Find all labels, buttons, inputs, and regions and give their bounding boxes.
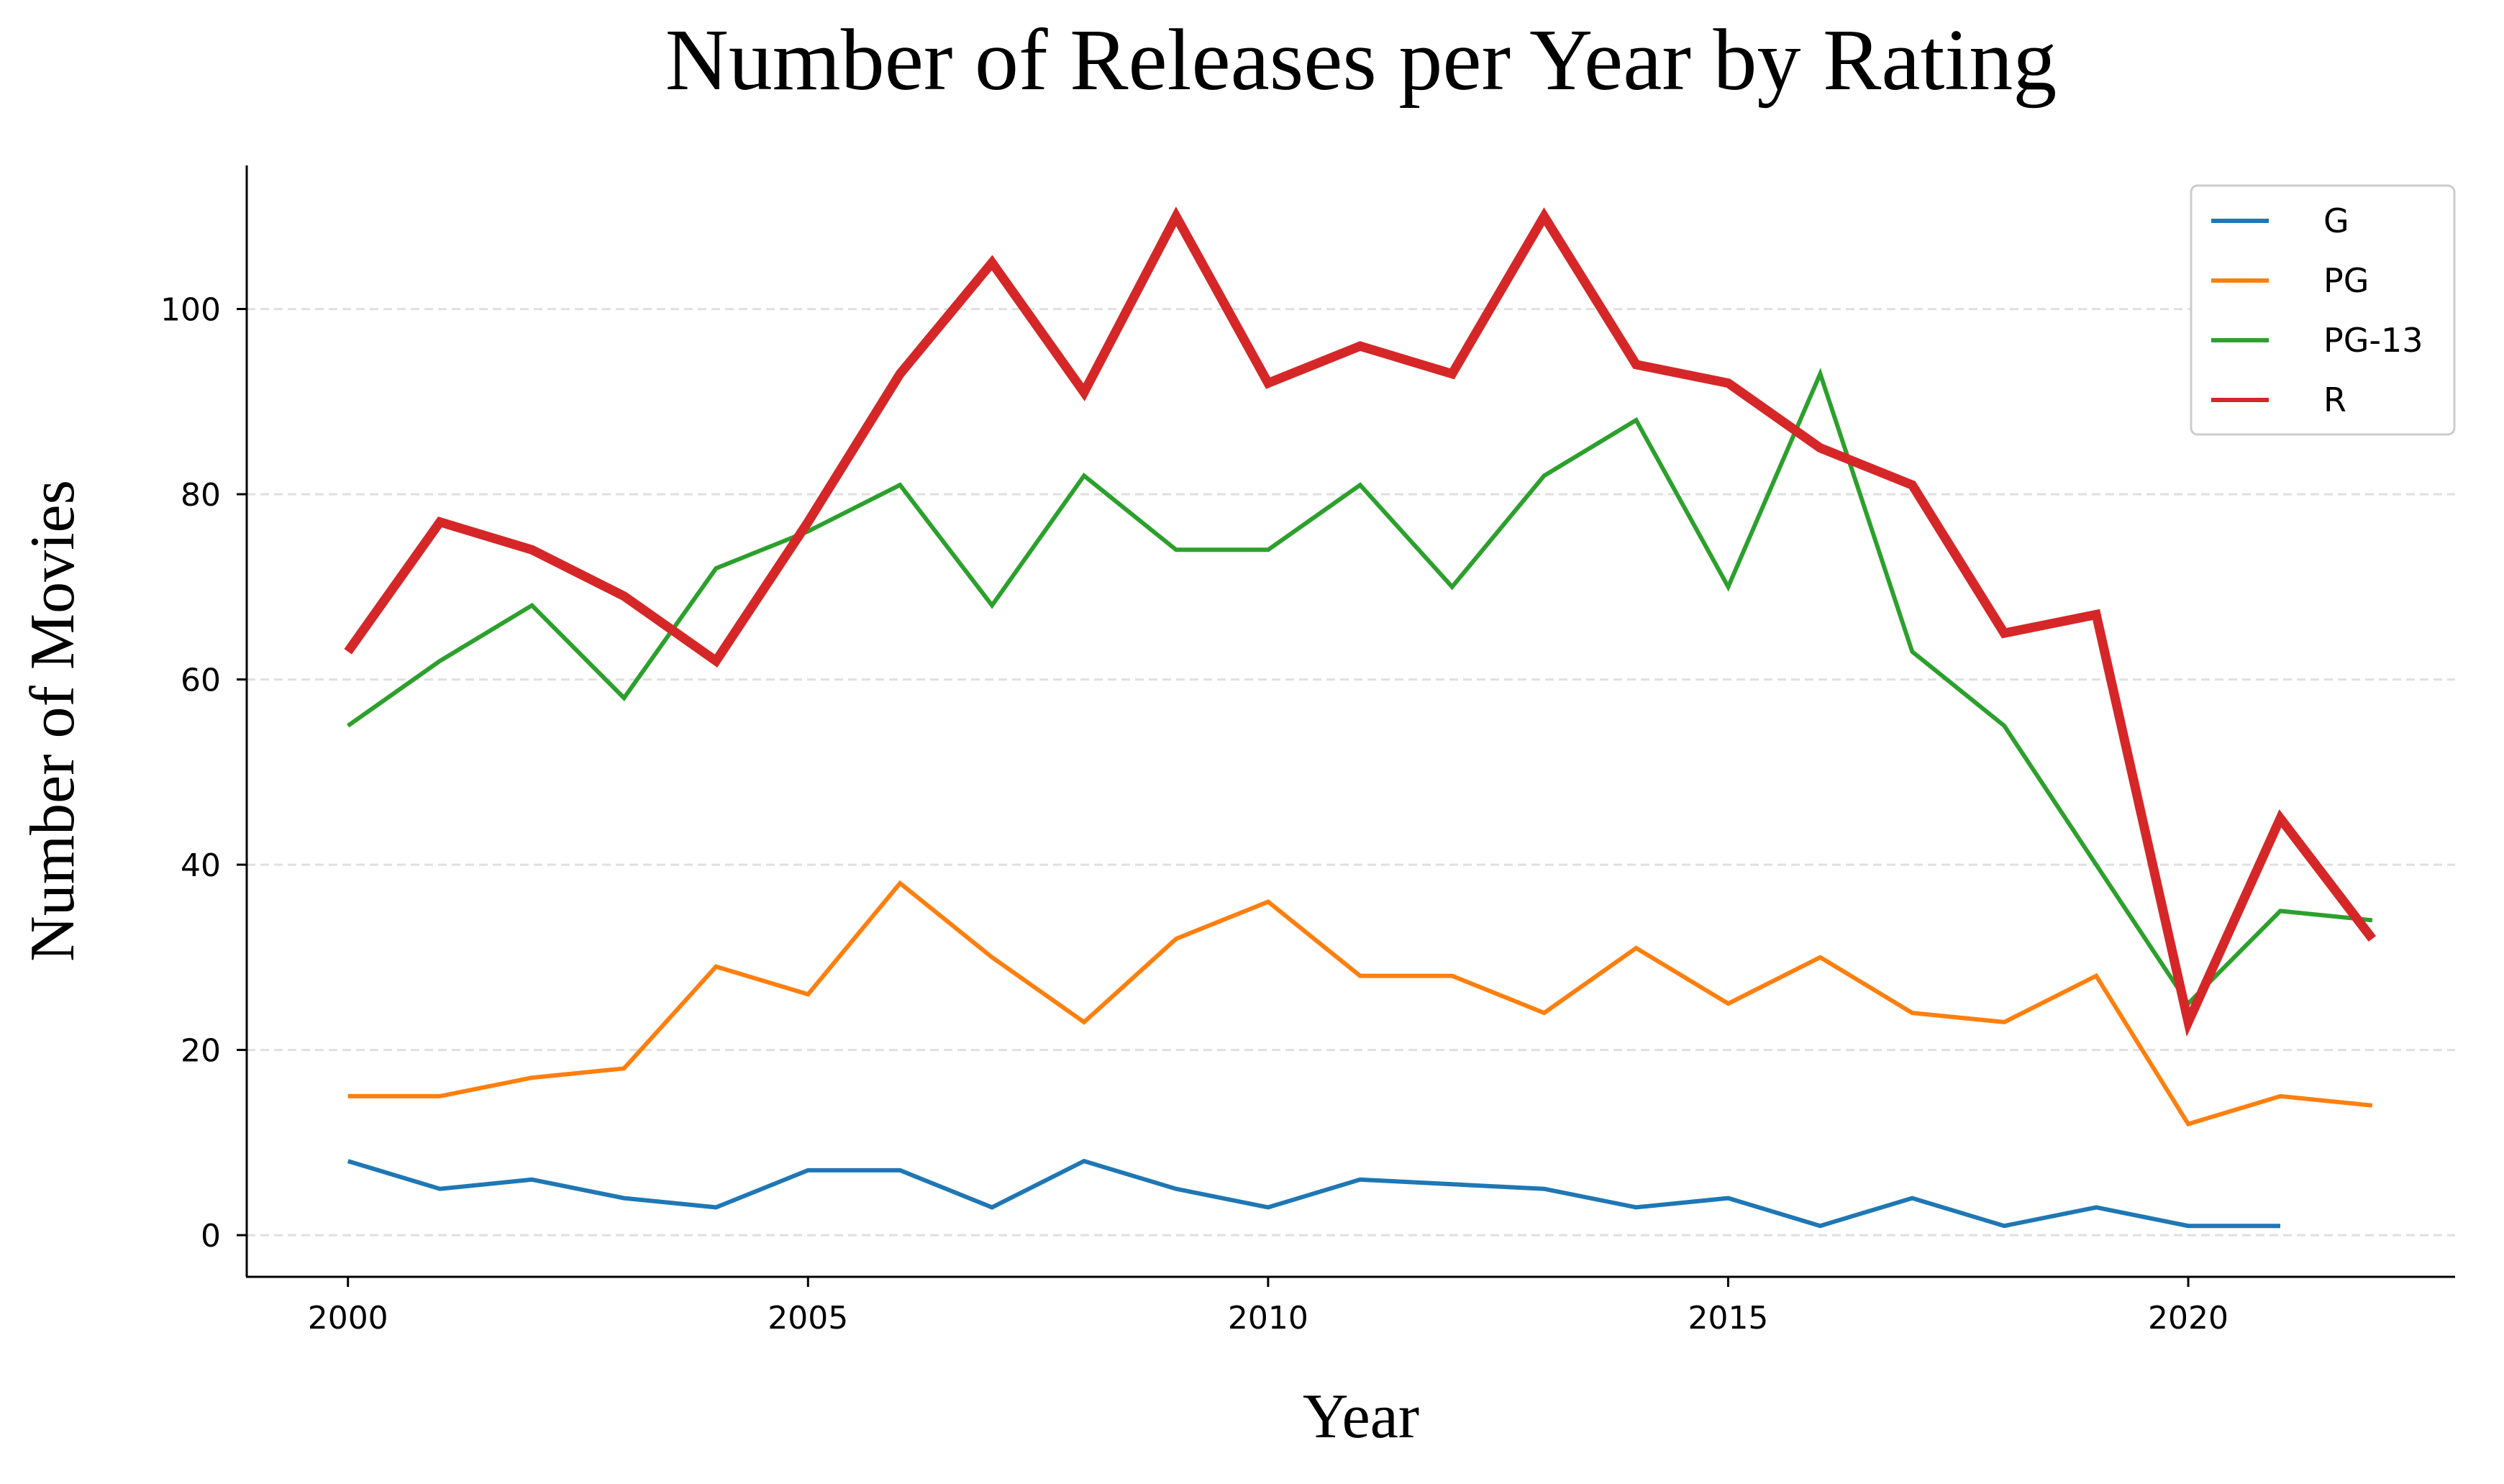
y-tick-label: 20 <box>181 1033 221 1070</box>
x-tick-label: 2015 <box>1688 1300 1768 1337</box>
y-tick-label: 60 <box>181 663 221 699</box>
y-tick-label: 80 <box>181 477 221 514</box>
legend-label: G <box>2323 201 2349 240</box>
legend-label: R <box>2323 381 2346 419</box>
series-lines <box>344 206 2377 1229</box>
legend-box <box>2190 184 2456 436</box>
series-line-r <box>344 206 2377 1037</box>
series-line-pg-13 <box>346 368 2373 1007</box>
series-line-pg <box>347 880 2373 1127</box>
legend-label: PG <box>2323 261 2369 300</box>
x-tick-label: 2005 <box>768 1300 848 1337</box>
x-tick-label: 2020 <box>2148 1300 2228 1337</box>
y-tick-label: 100 <box>160 292 221 329</box>
series-line-g <box>347 1158 2280 1229</box>
y-tick-label: 40 <box>181 847 221 884</box>
legend-label: PG-13 <box>2323 321 2423 360</box>
x-tick-label: 2000 <box>308 1300 388 1337</box>
y-tick-label: 0 <box>201 1218 221 1255</box>
axes <box>245 165 2455 1278</box>
x-axis-title: Year <box>1303 1382 1419 1452</box>
y-ticks: 0 20 40 60 80 100 <box>160 292 247 1255</box>
chart-title: Number of Releases per Year by Rating <box>665 12 2057 109</box>
x-ticks: 2000 2005 2010 2015 2020 <box>308 1277 2228 1337</box>
x-tick-label: 2010 <box>1228 1300 1308 1337</box>
legend: G PG PG-13 R <box>2190 184 2456 436</box>
grid-lines <box>247 308 2455 1237</box>
y-axis-title: Number of Movies <box>18 480 88 962</box>
